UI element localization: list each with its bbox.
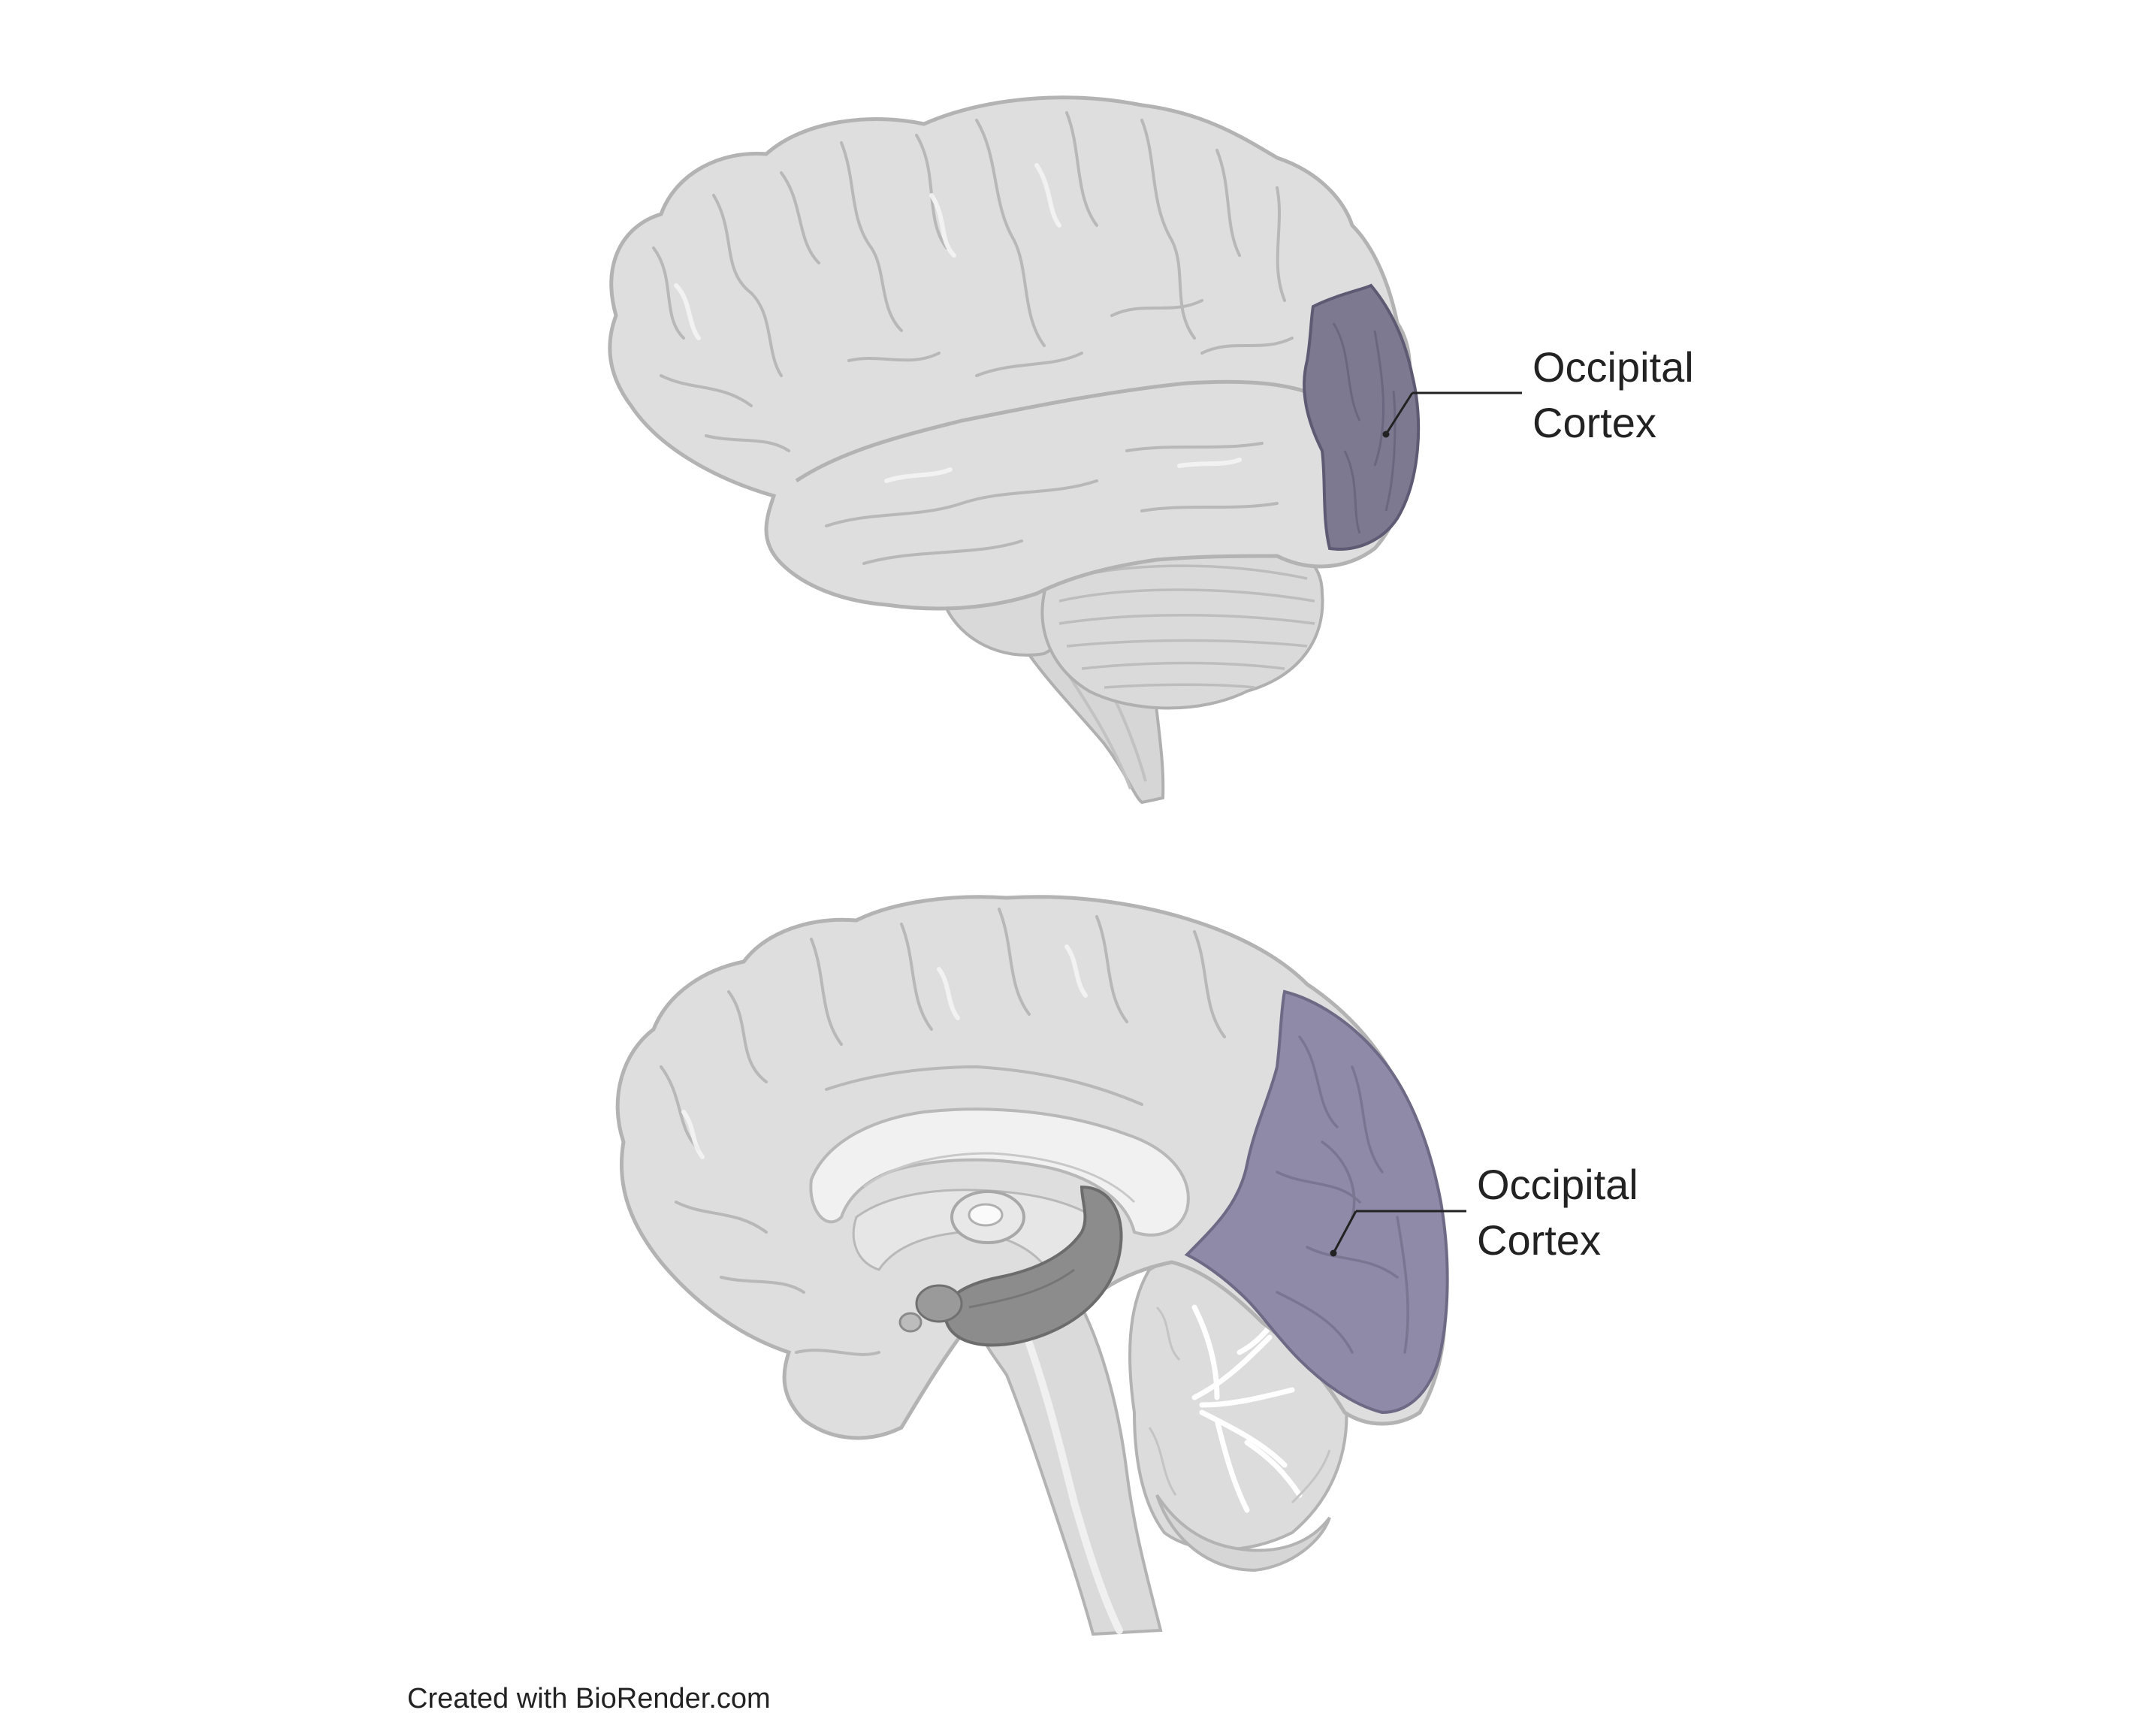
hippocampus xyxy=(944,1185,1123,1347)
lateral-brain-view xyxy=(608,95,1522,805)
lateral-occipital-label-line2: Cortex xyxy=(1532,399,1656,446)
medial-leader-dot xyxy=(1330,1249,1337,1257)
lateral-leader-dot xyxy=(1382,430,1390,438)
biorender-credit: Created with BioRender.com xyxy=(407,1683,771,1714)
medial-brain-view xyxy=(615,895,1466,1636)
medial-occipital-label: Occipital Cortex xyxy=(1477,1157,1638,1268)
lateral-occipital-cortex xyxy=(1303,283,1421,551)
medial-occipital-label-line1: Occipital xyxy=(1477,1161,1638,1208)
lateral-occipital-label-line1: Occipital xyxy=(1532,343,1694,391)
medial-cerebrum xyxy=(615,895,1448,1440)
lateral-cerebrum xyxy=(608,95,1412,611)
pituitary xyxy=(915,1284,963,1323)
medial-occipital-cortex xyxy=(1184,989,1449,1415)
lateral-occipital-label: Occipital Cortex xyxy=(1532,340,1694,451)
medial-occipital-label-line2: Cortex xyxy=(1477,1216,1601,1264)
lateral-gyri xyxy=(652,111,1294,565)
medial-gyri xyxy=(660,908,1226,1356)
